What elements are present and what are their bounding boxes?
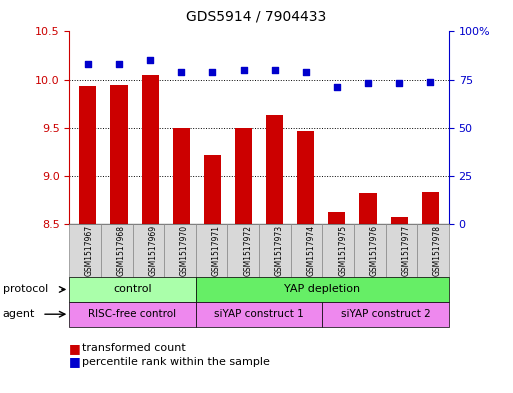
Text: RISC-free control: RISC-free control	[88, 309, 176, 319]
Text: protocol: protocol	[3, 285, 48, 294]
Point	[146, 57, 154, 63]
Text: GSM1517974: GSM1517974	[307, 225, 315, 276]
Point	[115, 61, 123, 67]
Text: YAP depletion: YAP depletion	[284, 285, 361, 294]
Text: GSM1517973: GSM1517973	[275, 225, 284, 276]
Text: ■: ■	[69, 342, 81, 355]
Bar	[266, 115, 283, 224]
Text: GSM1517971: GSM1517971	[211, 225, 221, 276]
Bar	[328, 213, 345, 224]
Text: control: control	[113, 285, 152, 294]
Bar	[80, 86, 96, 224]
Bar	[422, 192, 439, 224]
Text: GSM1517970: GSM1517970	[180, 225, 189, 276]
Text: agent: agent	[3, 309, 35, 319]
Bar	[110, 85, 128, 224]
Text: GSM1517969: GSM1517969	[148, 225, 157, 276]
Text: ■: ■	[69, 355, 81, 369]
Bar	[360, 193, 377, 224]
Text: GSM1517978: GSM1517978	[433, 225, 442, 276]
Bar	[390, 217, 408, 224]
Point	[426, 78, 435, 84]
Point	[302, 69, 310, 75]
Point	[270, 67, 279, 73]
Bar	[173, 128, 190, 224]
Point	[333, 84, 341, 90]
Point	[240, 67, 248, 73]
Point	[395, 80, 403, 86]
Point	[364, 80, 372, 86]
Text: GSM1517976: GSM1517976	[370, 225, 379, 276]
Text: GSM1517967: GSM1517967	[85, 225, 94, 276]
Text: GDS5914 / 7904433: GDS5914 / 7904433	[186, 10, 327, 24]
Point	[208, 69, 216, 75]
Point	[84, 61, 92, 67]
Text: siYAP construct 2: siYAP construct 2	[341, 309, 430, 319]
Text: GSM1517972: GSM1517972	[243, 225, 252, 276]
Text: siYAP construct 1: siYAP construct 1	[214, 309, 304, 319]
Text: transformed count: transformed count	[82, 343, 186, 353]
Bar	[235, 128, 252, 224]
Text: GSM1517977: GSM1517977	[402, 225, 410, 276]
Bar	[204, 155, 221, 224]
Text: percentile rank within the sample: percentile rank within the sample	[82, 357, 270, 367]
Text: GSM1517975: GSM1517975	[338, 225, 347, 276]
Bar	[142, 75, 159, 224]
Point	[177, 69, 185, 75]
Text: GSM1517968: GSM1517968	[117, 225, 126, 276]
Bar	[297, 130, 314, 224]
